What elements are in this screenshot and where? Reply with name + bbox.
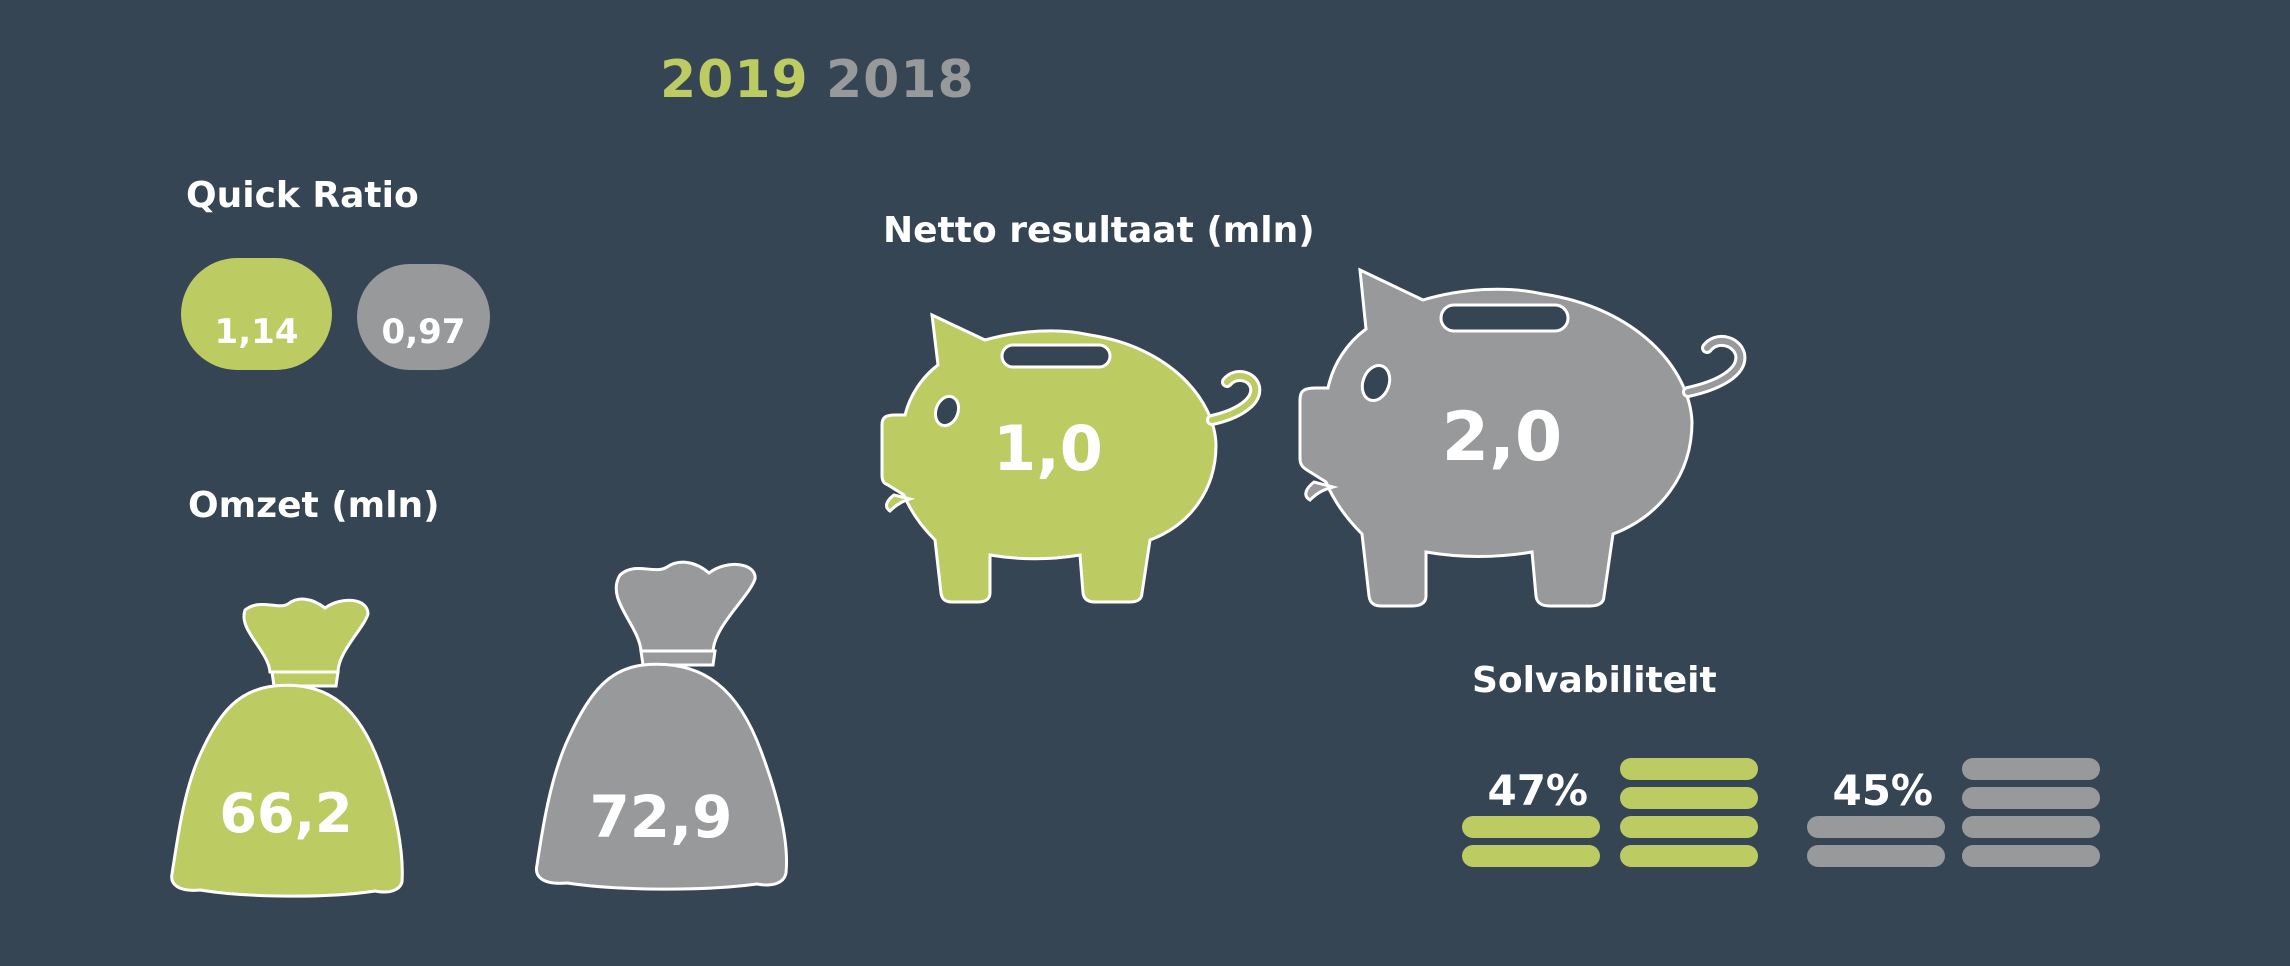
coin-bar [1462, 816, 1600, 838]
quick-ratio-2018-label: 0,97 [381, 312, 466, 352]
coin-bar [1962, 787, 2100, 809]
coin-bar [1962, 816, 2100, 838]
coin-bar [1462, 845, 1600, 867]
solvabiliteit-2019-label: 47% [1487, 766, 1588, 815]
solvabiliteit-title: Solvabiliteit [1472, 660, 1717, 701]
coin-bar [1962, 758, 2100, 780]
solvabiliteit-2018-label: 45% [1832, 766, 1933, 815]
coin-bar [1962, 845, 2100, 867]
legend-2019: 2019 [660, 50, 809, 110]
coin-bar [1807, 845, 1945, 867]
coin-bar [1620, 845, 1758, 867]
netto-2018-label: 2,0 [1442, 398, 1562, 477]
omzet-title: Omzet (mln) [188, 485, 440, 526]
coin-bar [1807, 816, 1945, 838]
coin-bar [1620, 787, 1758, 809]
piggy-bank-2019-icon: 1,0 [880, 312, 1262, 604]
piggy-bank-2018-icon: 2,0 [1298, 267, 1747, 608]
omzet-2018-label: 72,9 [589, 783, 732, 851]
money-bag-2018-icon: 72,9 [534, 560, 788, 891]
netto-resultaat-title: Netto resultaat (mln) [883, 210, 1315, 251]
omzet-2019-label: 66,2 [219, 782, 352, 845]
quick-ratio-2019-pill: 1,14 [181, 258, 332, 370]
coin-bar [1620, 816, 1758, 838]
coin-bar [1620, 758, 1758, 780]
netto-2019-label: 1,0 [993, 412, 1103, 485]
quick-ratio-2018-pill: 0,97 [357, 264, 490, 370]
quick-ratio-title: Quick Ratio [186, 175, 419, 216]
money-bag-2019-icon: 66,2 [170, 597, 404, 898]
solvabiliteit-2019-coins: 47% [1462, 758, 1758, 867]
quick-ratio-2019-label: 1,14 [214, 312, 299, 352]
legend-2018: 2018 [826, 50, 975, 110]
solvabiliteit-2018-coins: 45% [1807, 758, 2100, 867]
